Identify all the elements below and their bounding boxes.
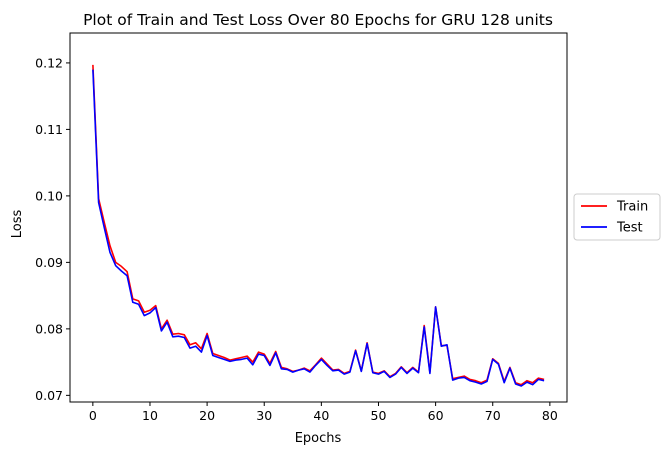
x-tick-label: 80: [542, 408, 558, 423]
legend-label-train: Train: [616, 200, 648, 215]
y-tick-label: 0.07: [35, 388, 63, 403]
x-tick-label: 10: [142, 408, 158, 423]
y-tick-label: 0.08: [35, 321, 63, 336]
y-axis: 0.07 0.08 0.09 0.10 0.11 0.12: [35, 55, 70, 403]
legend-label-test: Test: [616, 221, 643, 236]
x-tick-label: 50: [371, 408, 387, 423]
y-tick-label: 0.09: [35, 255, 63, 270]
series-line-test: [92, 69, 545, 387]
plot-frame: [69, 32, 568, 403]
y-tick-label: 0.10: [35, 188, 63, 203]
x-tick-label: 70: [485, 408, 501, 423]
plot-lines: [92, 64, 545, 387]
x-tick-label: 60: [428, 408, 444, 423]
legend: Train Test: [573, 193, 661, 241]
y-tick-label: 0.12: [35, 55, 63, 70]
series-line-train: [92, 64, 545, 386]
x-tick-label: 30: [256, 408, 272, 423]
x-axis: 0 10 20 30 40 50 60 70 80: [89, 402, 558, 423]
x-tick-label: 20: [199, 408, 215, 423]
x-axis-label: Epochs: [295, 431, 342, 446]
x-tick-label: 40: [313, 408, 329, 423]
x-tick-label: 0: [89, 408, 97, 423]
y-tick-label: 0.11: [35, 122, 63, 137]
chart-title: Plot of Train and Test Loss Over 80 Epoc…: [83, 11, 553, 29]
y-axis-label: Loss: [10, 210, 25, 239]
